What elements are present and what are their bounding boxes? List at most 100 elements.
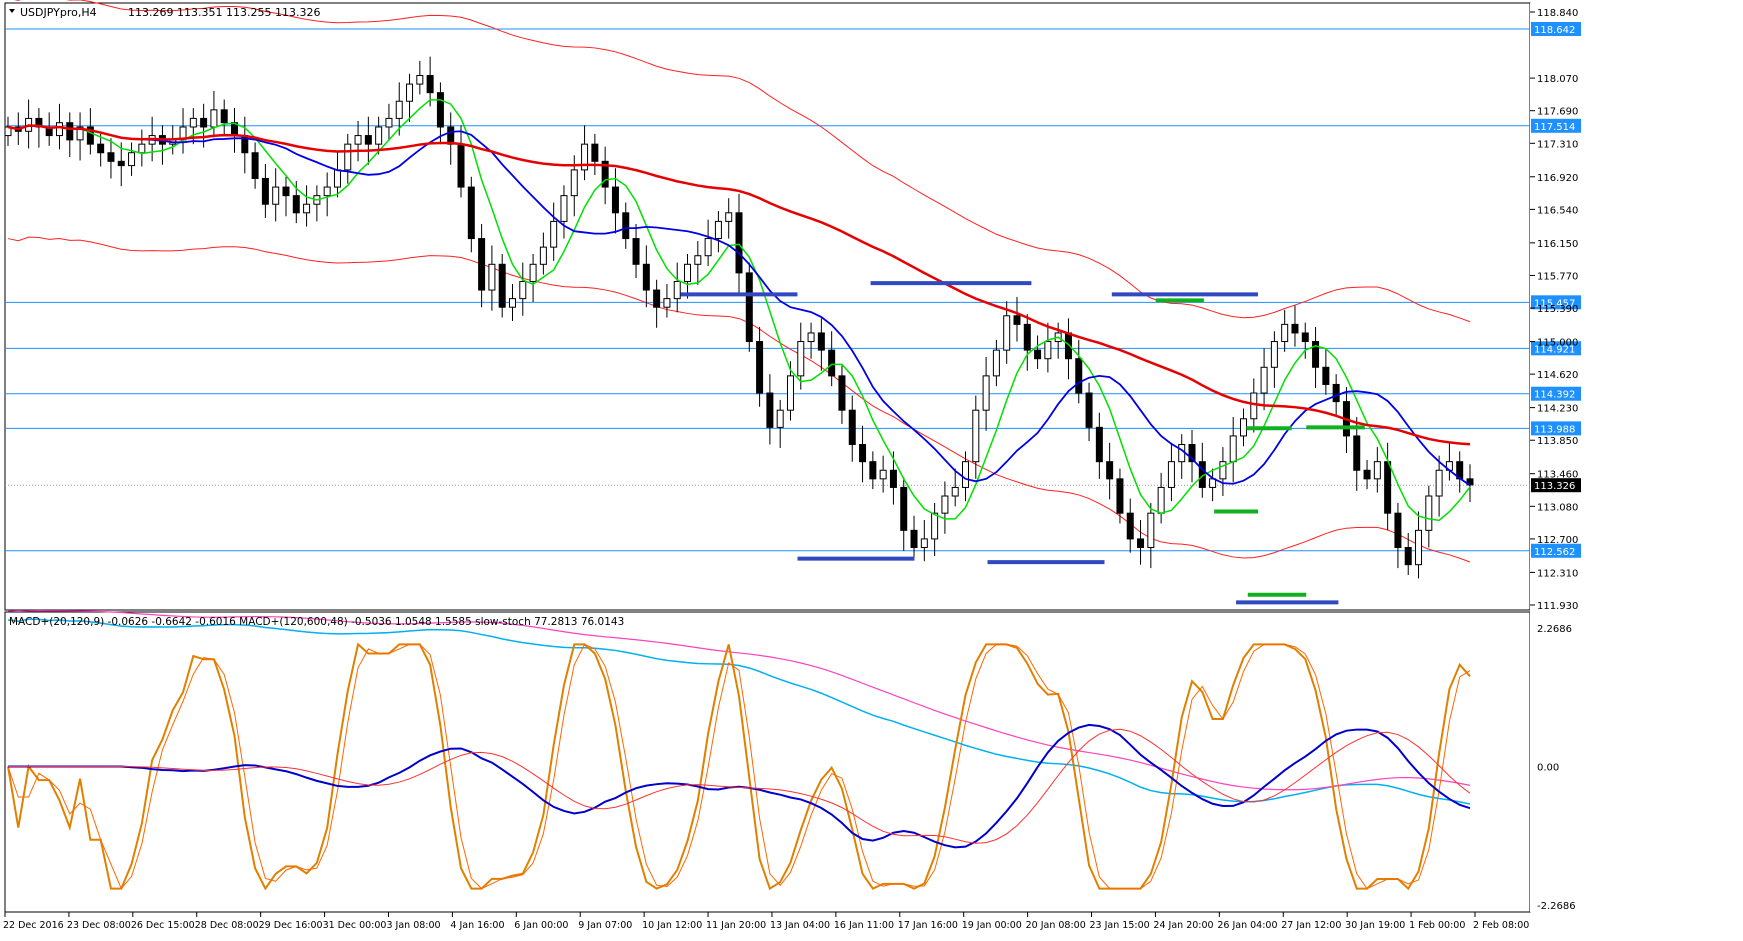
x-tick-label: 26 Jan 04:00 bbox=[1217, 920, 1277, 931]
envelope-lines bbox=[7, 0, 1471, 563]
y-tick-label: 116.920 bbox=[1537, 173, 1578, 184]
macd-axis-label: -2.2686 bbox=[1537, 901, 1576, 912]
level-label: 112.562 bbox=[1534, 547, 1575, 558]
candle-body bbox=[1219, 461, 1227, 480]
candle-body bbox=[704, 238, 712, 257]
candle-body bbox=[488, 263, 496, 291]
candle-body bbox=[539, 246, 547, 265]
candle-body bbox=[817, 332, 825, 351]
candle-body bbox=[581, 143, 589, 171]
candle-body bbox=[848, 409, 856, 446]
candlesticks bbox=[4, 56, 1474, 579]
candle-body bbox=[1312, 341, 1320, 368]
candle-body bbox=[107, 152, 115, 162]
candle-body bbox=[467, 186, 475, 240]
price-axis-panel bbox=[1530, 3, 1743, 912]
candle-body bbox=[962, 461, 970, 488]
candle-body bbox=[519, 280, 527, 300]
candle-body bbox=[117, 160, 125, 167]
y-tick-label: 118.070 bbox=[1537, 74, 1578, 85]
candle-body bbox=[220, 109, 228, 124]
time-axis: 22 Dec 2016 23 Dec 08:00 26 Dec 15:00 28 De… bbox=[3, 912, 1529, 931]
x-tick-label: 10 Jan 12:00 bbox=[642, 920, 702, 931]
candle-body bbox=[1003, 315, 1011, 351]
level-badge bbox=[1531, 118, 1581, 133]
candle-body bbox=[66, 122, 74, 141]
y-tick-label: 112.700 bbox=[1537, 535, 1578, 546]
candle-body bbox=[653, 289, 661, 308]
candle-body bbox=[776, 409, 784, 428]
level-badge bbox=[1531, 386, 1581, 401]
chart-ohlc: 113.269 113.351 113.255 113.326 bbox=[128, 6, 320, 19]
candle-body bbox=[622, 212, 630, 240]
current-price-badge bbox=[1531, 478, 1581, 493]
x-tick-label: 3 Jan 08:00 bbox=[386, 920, 440, 931]
candle-body bbox=[1188, 444, 1196, 463]
candle-body bbox=[508, 298, 516, 308]
candle-body bbox=[1250, 392, 1258, 420]
candle-body bbox=[1239, 418, 1247, 437]
x-tick-label: 27 Jan 12:00 bbox=[1281, 920, 1341, 931]
y-tick-label: 113.080 bbox=[1537, 502, 1578, 513]
x-tick-label: 11 Jan 20:00 bbox=[706, 920, 766, 931]
candle-body bbox=[879, 469, 887, 480]
candle-body bbox=[478, 238, 486, 291]
symbol-menu-arrow-icon[interactable] bbox=[9, 9, 15, 13]
macd-slow-line bbox=[7, 618, 1471, 805]
y-tick-label: 118.840 bbox=[1537, 8, 1578, 19]
indicator-legend: MACD+(20,120,9) -0.0626 -0.6642 -0.6016 … bbox=[9, 616, 624, 628]
candle-body bbox=[189, 117, 197, 128]
y-tick-label: 117.690 bbox=[1537, 107, 1578, 118]
candle-body bbox=[797, 341, 805, 377]
x-tick-label: 19 Jan 00:00 bbox=[962, 920, 1022, 931]
macd-axis-label: 2.2686 bbox=[1537, 624, 1572, 635]
y-tick-label: 112.310 bbox=[1537, 568, 1578, 579]
candle-body bbox=[1373, 461, 1381, 480]
candle-body bbox=[128, 152, 136, 167]
y-tick-label: 116.540 bbox=[1537, 205, 1578, 216]
candle-body bbox=[951, 486, 959, 497]
candle-body bbox=[1013, 315, 1021, 325]
candle-body bbox=[1167, 461, 1175, 488]
candle-body bbox=[941, 495, 949, 514]
candle-body bbox=[457, 143, 465, 188]
candle-body bbox=[828, 349, 836, 377]
candle-body bbox=[684, 263, 692, 282]
x-tick-label: 6 Jan 00:00 bbox=[514, 920, 568, 931]
candle-body bbox=[1126, 512, 1134, 540]
y-tick-label: 116.150 bbox=[1537, 239, 1578, 250]
candle-body bbox=[1178, 444, 1186, 463]
support-resistance-marks[interactable] bbox=[680, 281, 1365, 605]
candle-body bbox=[1085, 392, 1093, 428]
candle-body bbox=[1116, 478, 1124, 514]
candle-body bbox=[498, 263, 506, 308]
candle-body bbox=[1291, 323, 1299, 334]
x-tick-label: 22 Dec 2016 bbox=[3, 920, 64, 931]
candle-body bbox=[138, 143, 146, 154]
x-tick-label: 9 Jan 07:00 bbox=[578, 920, 632, 931]
candle-body bbox=[859, 444, 867, 463]
lower-envelope bbox=[7, 236, 1471, 563]
candle-body bbox=[1281, 323, 1289, 343]
x-tick-label: 23 Dec 08:00 bbox=[67, 920, 131, 931]
candle-body bbox=[333, 169, 341, 188]
candle-body bbox=[632, 238, 640, 265]
x-tick-label: 23 Jan 15:00 bbox=[1090, 920, 1150, 931]
candle-body bbox=[601, 160, 609, 188]
y-tick-label: 113.460 bbox=[1537, 470, 1578, 481]
level-badge bbox=[1531, 543, 1581, 558]
candle-body bbox=[972, 409, 980, 463]
candle-body bbox=[1425, 495, 1433, 531]
candle-body bbox=[354, 135, 362, 145]
candle-body bbox=[1106, 461, 1114, 480]
candle-body bbox=[694, 255, 702, 265]
candle-body bbox=[807, 332, 815, 343]
candle-body bbox=[766, 392, 774, 428]
candle-body bbox=[1404, 547, 1412, 566]
candle-body bbox=[931, 512, 939, 540]
level-badge bbox=[1531, 295, 1581, 310]
candle-body bbox=[1435, 469, 1443, 497]
macd-slow-signal-line bbox=[7, 610, 1471, 791]
